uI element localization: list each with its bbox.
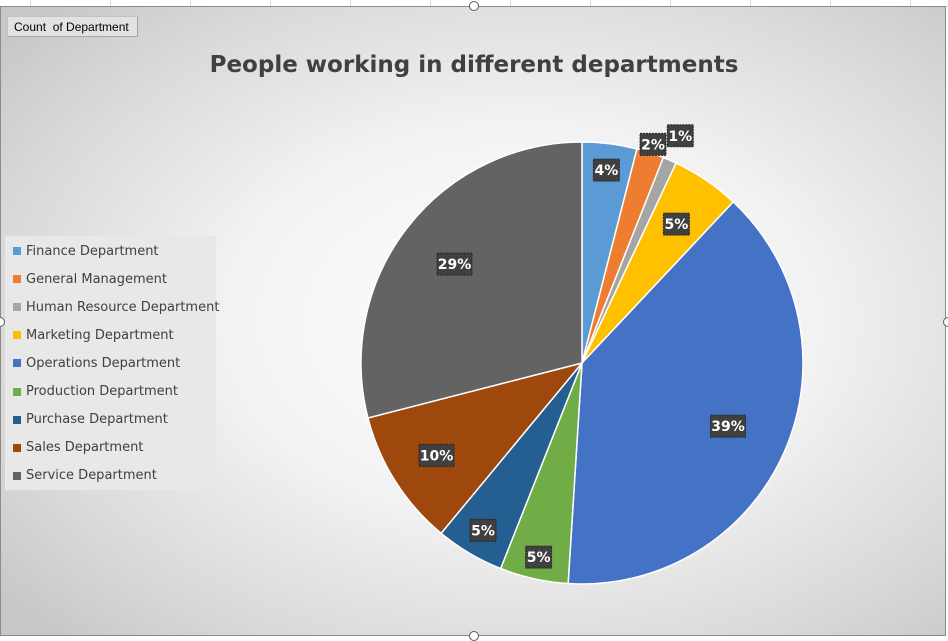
legend-item[interactable]: Human Resource Department [5,298,219,316]
legend-label: Marketing Department [26,327,174,343]
legend-item[interactable]: Operations Department [5,354,180,372]
data-label-box [592,158,620,182]
data-label[interactable]: 5% [662,212,690,236]
legend-label: Production Department [26,384,178,399]
data-label[interactable]: 4% [592,158,620,182]
gridline-tick [430,0,431,6]
gridline-tick [510,0,511,6]
data-label-text: 4% [595,163,619,179]
legend-swatch [13,387,21,396]
gridline-tick [670,0,671,6]
legend-label: Service Department [26,468,157,484]
resize-handle-right[interactable] [943,317,948,327]
chart-title[interactable]: People working in different departments [209,52,739,78]
pie-data-labels: 4% 2%1% 5% 39% 5% 5% 10% 29% [418,124,746,569]
gridline-tick [190,0,191,6]
legend-item[interactable]: Production Department [5,383,178,401]
data-label[interactable]: 29% [436,252,473,276]
data-label[interactable]: 5% [525,545,553,569]
gridline-tick [350,0,351,6]
data-label-text: 1% [668,129,692,145]
data-label-text: 29% [438,257,472,273]
legend-item[interactable]: Purchase Department [5,411,168,429]
data-label[interactable]: 39% [710,414,746,438]
data-label-box [436,252,473,276]
gridline-tick [110,0,111,6]
legend-swatch [13,359,21,368]
legend-item[interactable]: General Management [5,270,167,288]
data-label-text: 5% [471,523,495,539]
data-label[interactable]: 1% [666,124,694,148]
gridline-tick [910,0,911,6]
data-label-text: 2% [641,137,665,153]
data-label[interactable]: 2% [639,132,667,156]
data-label-box [639,132,667,156]
data-label-text: 5% [665,217,689,233]
legend-swatch [13,471,21,480]
data-label[interactable]: 10% [418,443,455,467]
data-label-box [666,124,694,148]
legend-item[interactable]: Sales Department [5,439,143,457]
pie-slice[interactable] [360,141,583,419]
gridline-tick [830,0,831,6]
gridline-tick [270,0,271,6]
data-label-text: 10% [420,448,454,464]
legend-label: Sales Department [26,440,144,456]
legend-swatch [13,247,21,255]
data-label-box [469,518,497,542]
legend-label: Purchase Department [26,412,168,428]
gridline-tick [750,0,751,6]
legend-label: Operations Department [26,355,181,371]
resize-handle-bottom[interactable] [469,631,479,641]
gridline-tick [590,0,591,6]
chart-legend[interactable]: Finance Department General Management Huma… [5,236,219,490]
data-label-box [525,545,553,569]
legend-item[interactable]: Marketing Department [5,326,174,344]
legend-swatch [13,303,21,312]
legend-swatch [13,443,21,452]
data-label-box [662,212,690,236]
legend-swatch [13,331,21,340]
data-label-text: 5% [527,550,551,566]
data-label-box [710,414,746,438]
pivot-field-button[interactable]: Count of Department [7,16,138,37]
pie-slices [360,141,804,585]
legend-item[interactable]: Service Department [5,467,157,485]
legend-item[interactable]: Finance Department [5,242,159,260]
resize-handle-top[interactable] [469,1,479,11]
legend-label: Human Resource Department [26,299,220,315]
gridline-tick [30,0,31,6]
pie-slice[interactable] [567,200,804,585]
pie-slice[interactable] [367,361,585,535]
data-label[interactable]: 5% [469,518,497,542]
legend-label: Finance Department [26,243,159,259]
legend-label: General Management [26,271,168,287]
data-label-box [418,443,455,467]
legend-swatch [13,275,21,284]
data-label-text: 39% [711,419,745,435]
legend-swatch [13,415,21,424]
